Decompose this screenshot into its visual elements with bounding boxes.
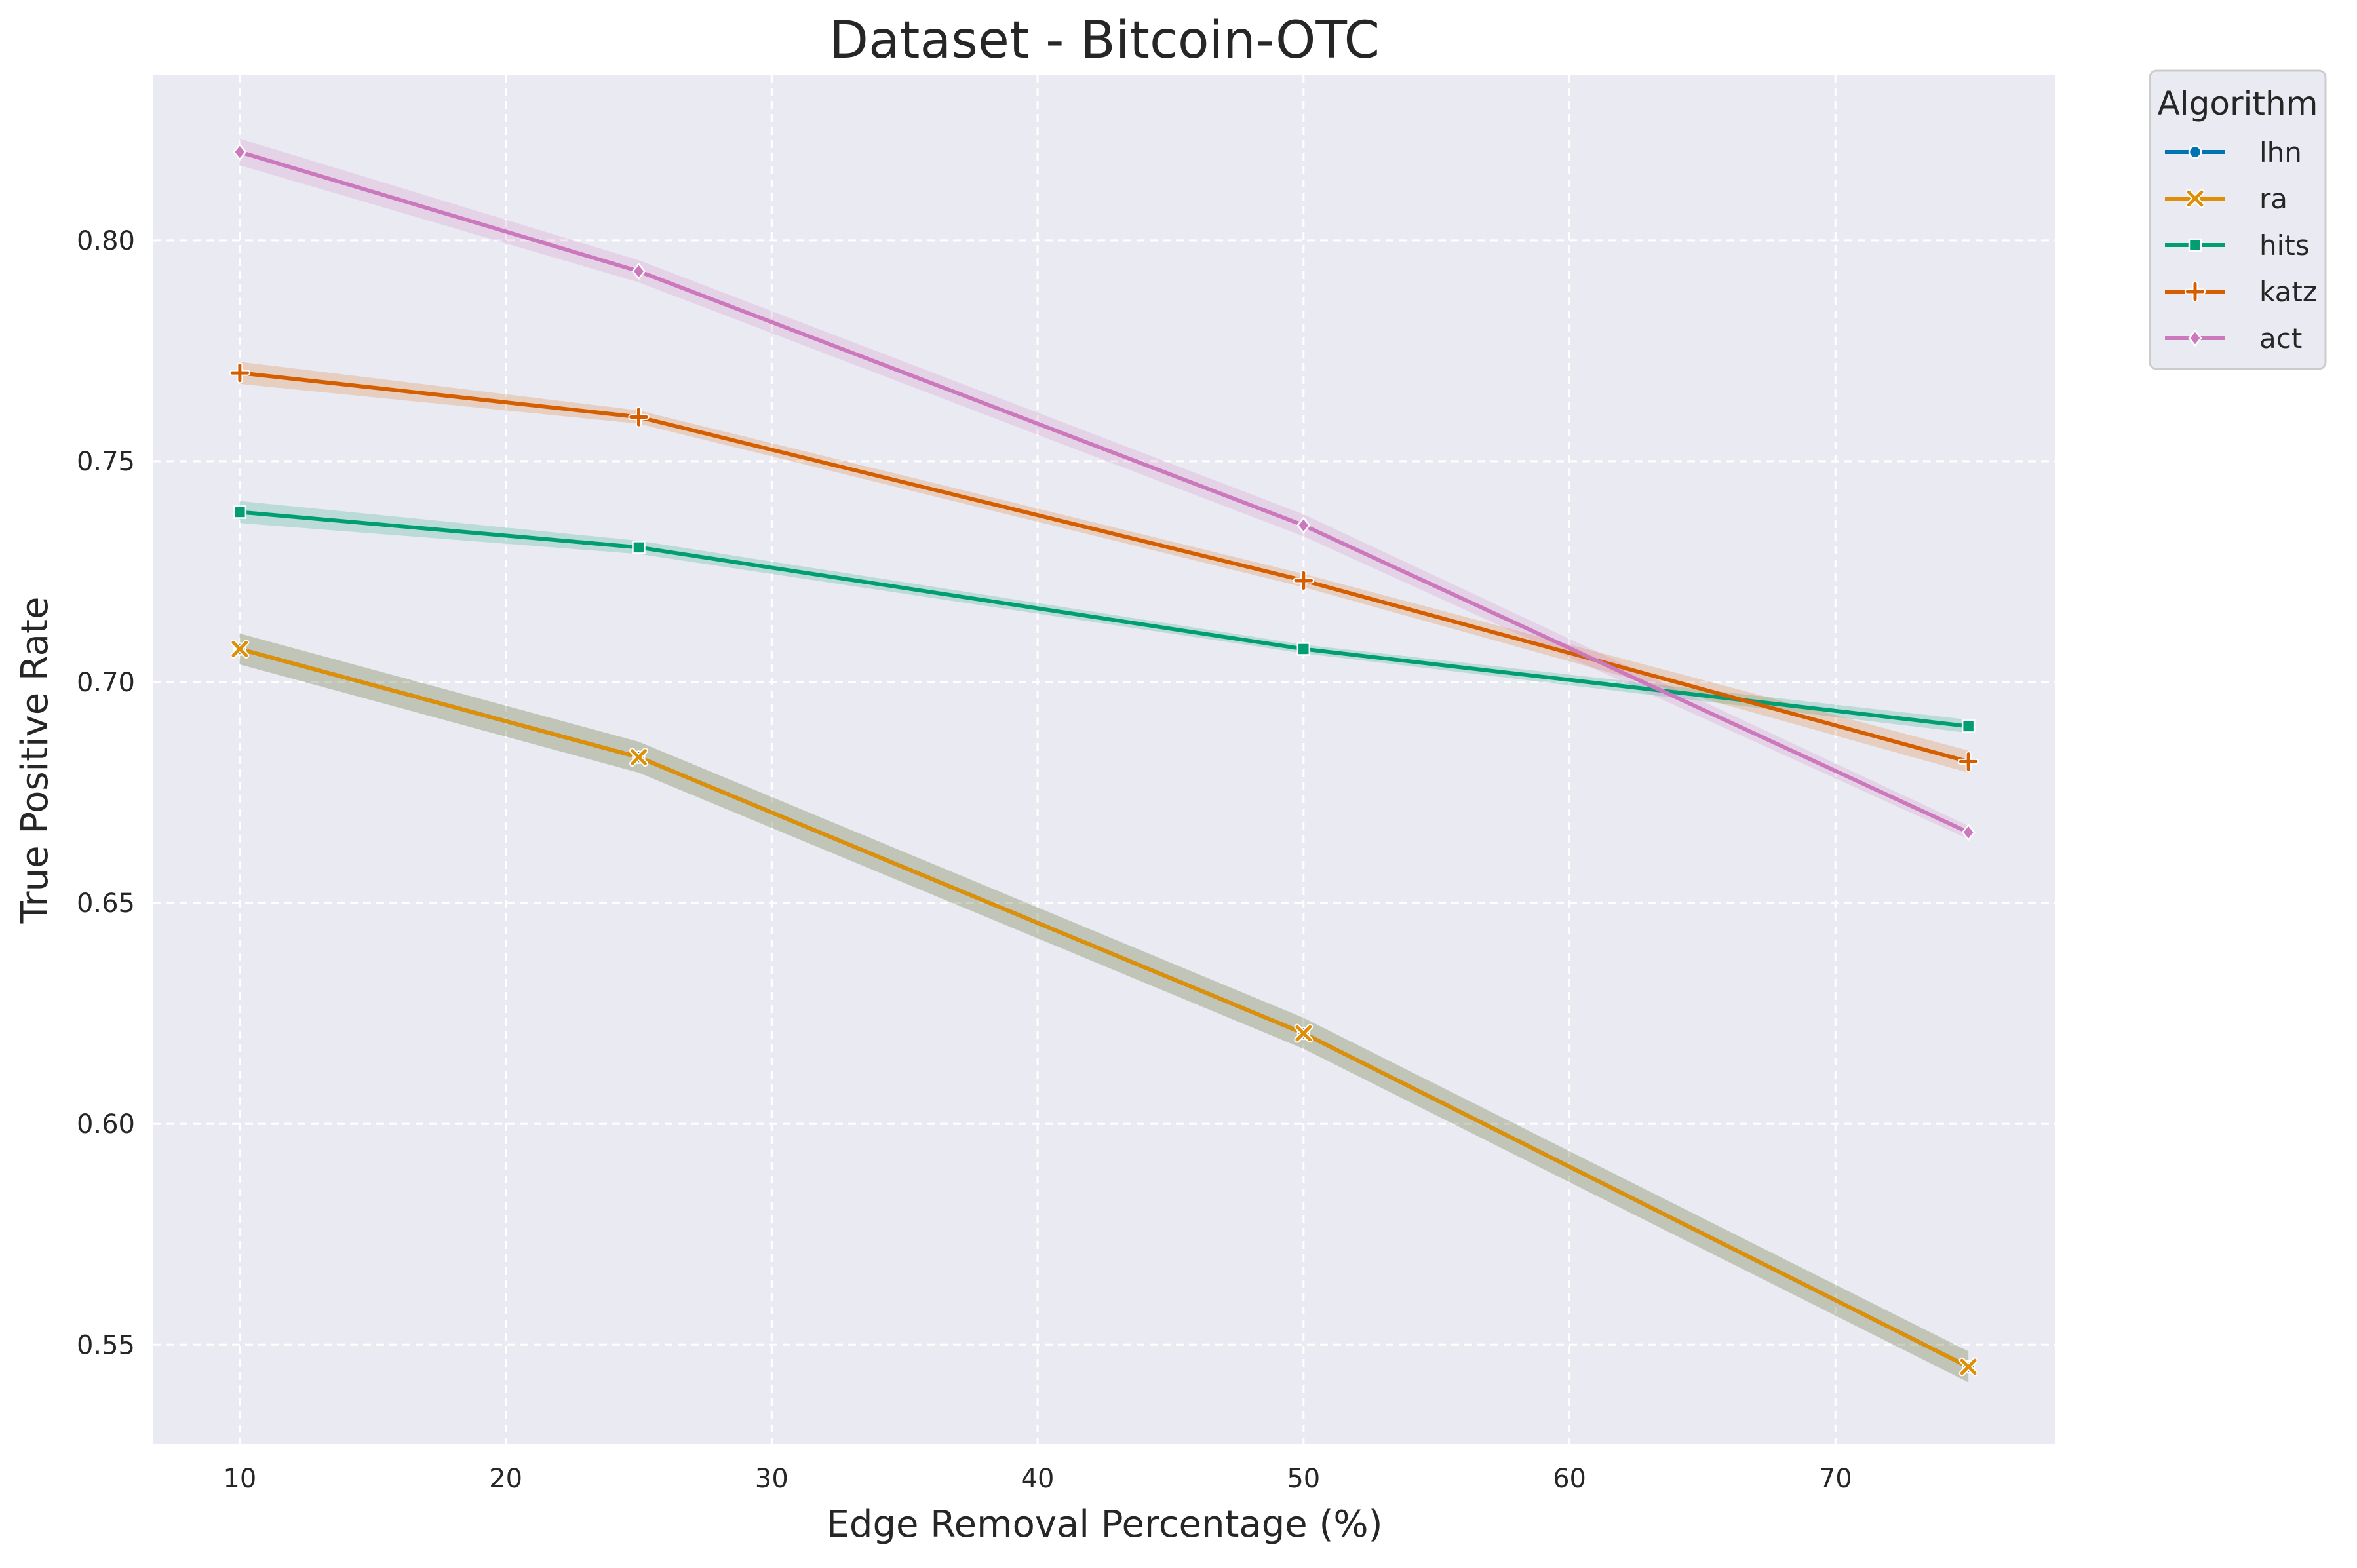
legend: Algorithm lhn ra hits katz act xyxy=(2149,69,2327,370)
y-tick-labels: 0.55 0.60 0.65 0.70 0.75 0.80 xyxy=(77,226,135,1360)
marker-act xyxy=(233,143,247,161)
x-tick-label: 60 xyxy=(1553,1464,1586,1494)
x-tick-labels: 10 20 30 40 50 60 70 xyxy=(223,1464,1852,1494)
chart-title: Dataset - Bitcoin-OTC xyxy=(829,11,1380,70)
line-ra xyxy=(239,647,1970,1369)
plus-marker-stroke xyxy=(1958,752,1978,771)
line-katz xyxy=(239,371,1969,764)
plus-marker-stroke xyxy=(2185,282,2205,301)
marker-katz xyxy=(1957,751,1979,773)
marker-hits xyxy=(233,505,247,519)
y-tick-label: 0.70 xyxy=(77,668,135,698)
plus-marker-stroke xyxy=(1294,571,1313,590)
x-tick-label: 20 xyxy=(489,1464,522,1494)
x-axis-title: Edge Removal Percentage (%) xyxy=(827,1503,1383,1546)
marker-act xyxy=(1296,516,1311,534)
marker-ra xyxy=(629,748,648,767)
legend-label-hits: hits xyxy=(2259,229,2310,261)
x-marker-stroke xyxy=(1295,1025,1312,1042)
band-lhn xyxy=(239,633,1969,1383)
y-tick-label: 0.80 xyxy=(77,226,135,256)
y-tick-label: 0.60 xyxy=(77,1109,135,1139)
legend-item-hits: hits xyxy=(2165,229,2310,261)
plus-marker-stroke xyxy=(230,363,250,383)
plot-area xyxy=(153,75,2055,1444)
legend-item-act: act xyxy=(2165,322,2302,354)
marker-ra xyxy=(1294,1023,1314,1043)
x-tick-label: 10 xyxy=(223,1464,256,1494)
x-marker-stroke xyxy=(231,641,248,657)
legend-marker-hits xyxy=(2188,238,2202,252)
y-tick-label: 0.75 xyxy=(77,447,135,477)
marker-act xyxy=(1961,823,1976,841)
marker-act xyxy=(631,262,646,280)
x-tick-label: 40 xyxy=(1021,1464,1055,1494)
legend-item-lhn: lhn xyxy=(2165,136,2302,168)
legend-label-act: act xyxy=(2259,322,2302,354)
series-lines xyxy=(239,150,1970,1369)
series-markers xyxy=(229,143,1979,1377)
x-tick-label: 30 xyxy=(755,1464,789,1494)
marker-ra xyxy=(230,640,250,659)
legend-marker-act xyxy=(2188,329,2202,347)
marker-hits xyxy=(632,541,646,554)
legend-items: lhn ra hits katz act xyxy=(2165,136,2317,354)
line-hits xyxy=(239,510,1969,729)
legend-label-lhn: lhn xyxy=(2259,136,2302,168)
legend-label-katz: katz xyxy=(2259,276,2317,308)
x-tick-label: 70 xyxy=(1819,1464,1852,1494)
plus-marker-stroke xyxy=(629,408,648,427)
y-axis-title: True Positive Rate xyxy=(14,597,56,925)
band-ra xyxy=(239,633,1969,1383)
legend-title: Algorithm xyxy=(2158,85,2318,123)
marker-hits xyxy=(1296,642,1311,656)
marker-katz xyxy=(1293,569,1314,592)
legend-marker-lhn xyxy=(2188,145,2202,159)
x-tick-label: 50 xyxy=(1287,1464,1320,1494)
marker-ra xyxy=(1958,1357,1978,1377)
x-marker-stroke xyxy=(1960,1358,1977,1375)
legend-item-katz: katz xyxy=(2165,276,2317,308)
marker-hits xyxy=(1961,719,1976,733)
marker-katz xyxy=(628,406,650,428)
band-act xyxy=(239,138,1969,839)
x-marker-stroke xyxy=(2187,190,2204,207)
grid-lines xyxy=(153,75,2055,1444)
legend-marker-katz xyxy=(2184,280,2206,303)
y-tick-label: 0.65 xyxy=(77,889,135,919)
legend-label-ra: ra xyxy=(2259,183,2288,215)
legend-item-ra: ra xyxy=(2165,183,2288,215)
marker-katz xyxy=(229,362,251,384)
x-marker-stroke xyxy=(631,749,647,766)
line-act xyxy=(239,150,1970,834)
y-tick-label: 0.55 xyxy=(77,1330,135,1360)
legend-marker-ra xyxy=(2185,189,2205,208)
